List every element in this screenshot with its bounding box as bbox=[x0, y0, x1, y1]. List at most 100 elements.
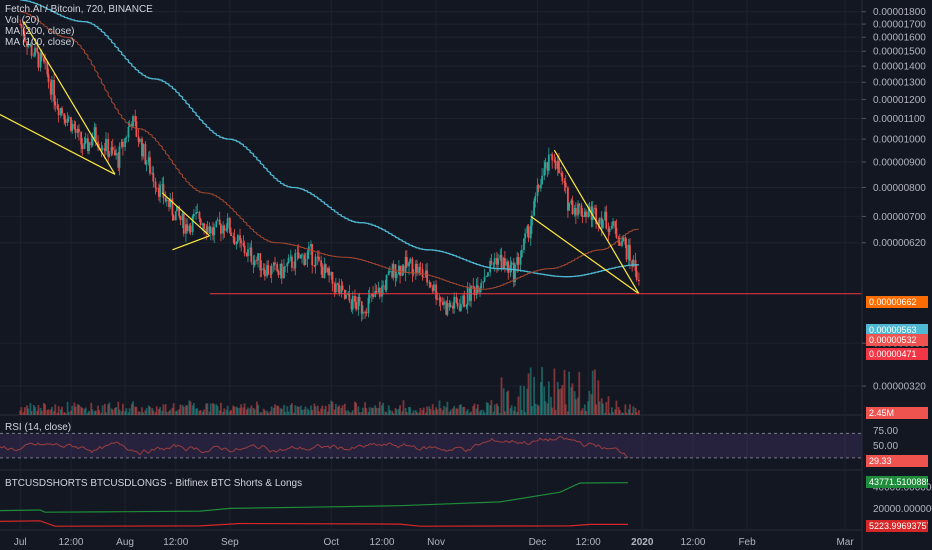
candle-body bbox=[32, 55, 35, 57]
candle-body bbox=[88, 142, 90, 152]
legend-ma100[interactable]: MA (100, close) bbox=[5, 37, 75, 48]
candle-body bbox=[608, 228, 611, 232]
volume-bar bbox=[573, 391, 576, 415]
candle-body bbox=[138, 138, 141, 142]
volume-bar bbox=[144, 410, 147, 415]
legend-ma200[interactable]: MA (200, close) bbox=[5, 26, 75, 37]
volume-bar bbox=[402, 400, 405, 415]
candle-body bbox=[453, 296, 456, 309]
candle-body bbox=[213, 226, 216, 236]
bfx-title[interactable]: BTCUSDSHORTS BTCUSDLONGS - Bitfinex BTC … bbox=[5, 478, 303, 489]
trendline-drawings[interactable] bbox=[0, 21, 862, 295]
candle-body bbox=[368, 295, 371, 298]
volume-bar bbox=[340, 407, 343, 415]
candle-body bbox=[154, 181, 157, 188]
volume-bar bbox=[230, 409, 232, 415]
candle-body bbox=[121, 141, 124, 148]
volume-bar bbox=[151, 408, 154, 415]
candle-body bbox=[529, 225, 532, 239]
volume-bar bbox=[615, 400, 618, 415]
candle-body bbox=[591, 207, 594, 221]
volume-bar bbox=[479, 411, 481, 415]
volume-bar bbox=[59, 409, 62, 415]
candle-body bbox=[223, 225, 226, 231]
candle-body bbox=[600, 217, 603, 228]
volume-bar bbox=[76, 404, 79, 415]
candle-body bbox=[318, 256, 320, 261]
candle-body bbox=[561, 173, 564, 182]
volume-bar bbox=[236, 407, 239, 415]
volume-bar bbox=[157, 409, 160, 415]
candle-body bbox=[449, 305, 452, 308]
candle-body bbox=[44, 61, 47, 63]
candle-body bbox=[37, 52, 40, 68]
volume-bar bbox=[135, 406, 138, 415]
volume-bar bbox=[625, 412, 628, 415]
volume-bar bbox=[134, 406, 137, 415]
candle-body bbox=[195, 212, 197, 214]
volume-bar bbox=[408, 407, 410, 415]
volume-bar bbox=[260, 412, 263, 415]
candle-body bbox=[196, 212, 199, 213]
volume-bar bbox=[500, 377, 503, 415]
candle-body bbox=[455, 296, 458, 303]
volume-bar bbox=[178, 409, 181, 415]
volume-bar bbox=[118, 409, 121, 415]
volume-bar bbox=[333, 409, 336, 415]
chart-legend[interactable]: Fetch.AI / Bitcoin, 720, BINANCE Vol (20… bbox=[5, 4, 153, 48]
volume-bar bbox=[365, 408, 368, 415]
volume-bar bbox=[622, 412, 625, 415]
volume-bar bbox=[443, 405, 445, 415]
rsi-title[interactable]: RSI (14, close) bbox=[5, 422, 72, 433]
candle-body bbox=[277, 271, 280, 276]
candle-body bbox=[492, 263, 495, 265]
candle-body bbox=[70, 117, 72, 131]
volume-bar bbox=[463, 406, 466, 415]
volume-bar bbox=[624, 404, 627, 415]
volume-bar bbox=[472, 406, 475, 415]
volume-bar bbox=[233, 406, 236, 415]
volume-bar bbox=[520, 410, 523, 415]
candle-body bbox=[539, 184, 542, 189]
volume-bar bbox=[324, 405, 327, 415]
volume-bar bbox=[583, 404, 586, 415]
rsi-tick-label: 75.00 bbox=[873, 426, 898, 437]
volume-bar bbox=[127, 412, 130, 415]
volume-bar bbox=[226, 405, 229, 415]
volume-bar bbox=[174, 411, 177, 415]
volume-bar bbox=[247, 407, 249, 415]
volume-bar bbox=[208, 411, 211, 415]
candle-body bbox=[19, 24, 22, 25]
candle-body bbox=[571, 200, 574, 215]
time-tick-label: 2020 bbox=[631, 537, 654, 548]
volume-bar bbox=[452, 408, 454, 415]
candle-body bbox=[351, 295, 354, 310]
price-axis[interactable]: 0.00001800 0.00001700 0.00001600 0.00001500… bbox=[861, 0, 932, 550]
candle-body bbox=[385, 275, 388, 290]
candle-body bbox=[516, 257, 519, 265]
candle-body bbox=[78, 128, 80, 132]
volume-bar bbox=[172, 403, 175, 415]
candle-body bbox=[573, 208, 576, 215]
candle-body bbox=[397, 265, 400, 275]
candle-body bbox=[198, 212, 201, 219]
legend-vol[interactable]: Vol (20) bbox=[5, 15, 40, 26]
candle-body bbox=[242, 243, 245, 246]
volume-bar bbox=[544, 401, 547, 415]
candle-body bbox=[408, 262, 410, 267]
candle-body bbox=[537, 185, 540, 189]
time-axis[interactable]: Jul 12:00 Aug 12:00 Sep Oct 12:00 Nov Dec 12:00 20… bbox=[14, 537, 854, 548]
candle-body bbox=[51, 79, 53, 95]
price-tick-label: 0.00001700 bbox=[873, 20, 926, 31]
volume-bar bbox=[213, 404, 216, 415]
price-tick-label: 0.00000620 bbox=[873, 238, 926, 249]
candle-body bbox=[550, 154, 552, 156]
volume-bar bbox=[391, 410, 394, 415]
candle-body bbox=[497, 258, 500, 265]
volume-bar bbox=[223, 408, 226, 415]
candle-body bbox=[607, 228, 610, 232]
candle-body bbox=[401, 265, 404, 276]
volume-bar bbox=[364, 402, 366, 415]
candle-body bbox=[43, 57, 45, 62]
